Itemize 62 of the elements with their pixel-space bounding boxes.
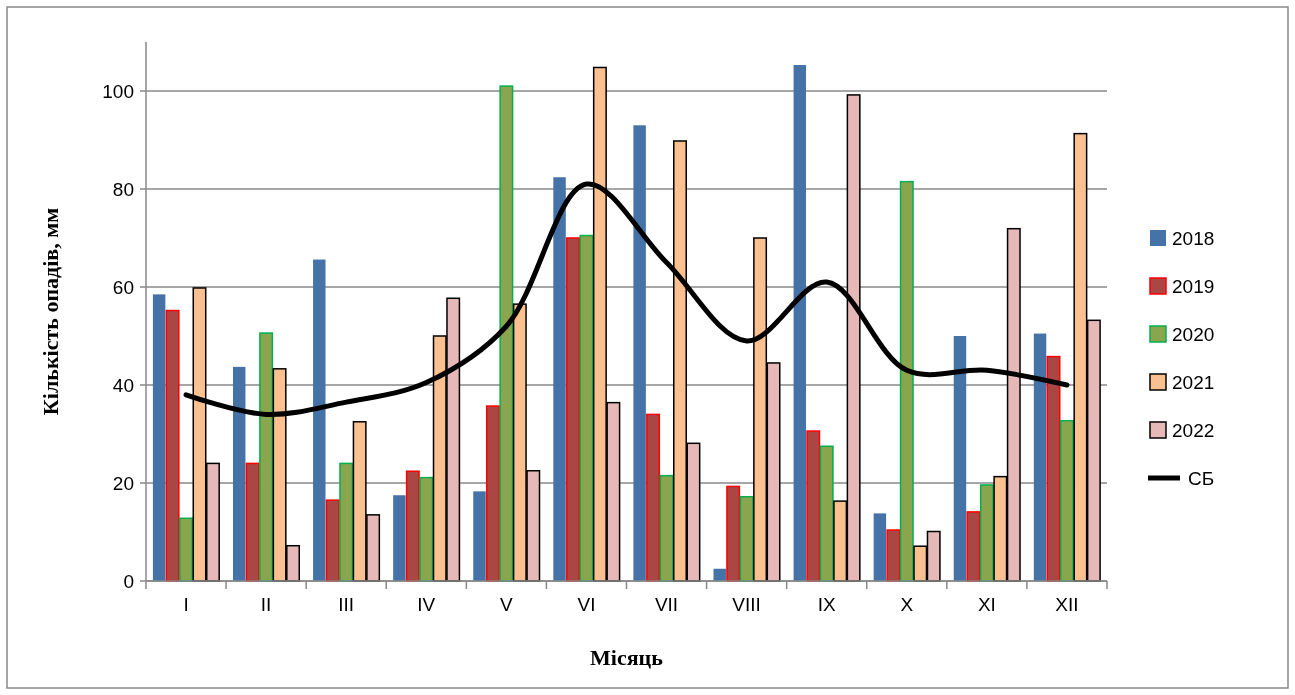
x-tick-label: XII bbox=[1055, 594, 1079, 615]
legend-label: 2020 bbox=[1172, 323, 1215, 345]
bar bbox=[633, 125, 646, 581]
legend-label: 2018 bbox=[1172, 227, 1215, 249]
x-tick-label: IX bbox=[817, 594, 837, 615]
x-tick-label: VIII bbox=[732, 594, 761, 615]
bar bbox=[499, 85, 514, 582]
bar bbox=[313, 259, 326, 581]
bar bbox=[899, 180, 914, 582]
legend-label: 2022 bbox=[1172, 419, 1215, 441]
bar bbox=[419, 476, 434, 582]
x-tick-label: II bbox=[260, 594, 272, 615]
bar bbox=[325, 499, 340, 582]
bar bbox=[886, 529, 901, 582]
x-tick-label: IV bbox=[417, 594, 436, 615]
x-axis-title: Місяць bbox=[590, 645, 664, 670]
x-tick-label: XI bbox=[977, 594, 996, 615]
bar bbox=[553, 177, 566, 581]
bar bbox=[1033, 333, 1047, 581]
bar bbox=[1059, 420, 1074, 582]
x-tick-label: VI bbox=[577, 594, 596, 615]
bar bbox=[966, 511, 981, 582]
bar bbox=[393, 495, 406, 581]
bar bbox=[1046, 355, 1061, 582]
bar bbox=[259, 332, 274, 582]
bar bbox=[726, 485, 741, 582]
bar bbox=[793, 65, 807, 581]
y-tick-label: 0 bbox=[123, 570, 134, 592]
bar bbox=[579, 234, 594, 582]
bar bbox=[152, 294, 166, 581]
y-tick-label: 80 bbox=[112, 178, 134, 200]
y-tick-label: 40 bbox=[112, 374, 134, 396]
x-tick-label: VII bbox=[654, 594, 679, 615]
bar bbox=[659, 474, 674, 582]
bar bbox=[179, 517, 194, 582]
bar bbox=[339, 462, 354, 582]
bar bbox=[713, 568, 726, 581]
x-tick-label: III bbox=[338, 594, 355, 615]
bar bbox=[405, 470, 420, 582]
y-tick-label: 100 bbox=[102, 80, 134, 102]
legend-label: 2019 bbox=[1172, 275, 1215, 297]
bar bbox=[485, 405, 500, 582]
bar bbox=[806, 430, 821, 582]
y-tick-label: 60 bbox=[112, 276, 134, 298]
x-tick-label: V bbox=[500, 594, 514, 615]
bar bbox=[873, 513, 887, 581]
bar bbox=[646, 413, 661, 582]
bar bbox=[245, 462, 260, 582]
x-tick-label: X bbox=[900, 594, 914, 615]
bar bbox=[232, 366, 246, 581]
bar bbox=[473, 491, 486, 581]
y-tick-label: 20 bbox=[112, 472, 134, 494]
legend-label: СБ bbox=[1188, 467, 1215, 489]
bar bbox=[819, 445, 834, 582]
y-axis-title: Кількість опадів, мм bbox=[38, 207, 63, 416]
legend-label: 2021 bbox=[1172, 371, 1215, 393]
x-tick-label: I bbox=[183, 594, 189, 615]
bar bbox=[739, 495, 754, 582]
bar bbox=[979, 484, 994, 582]
bar bbox=[566, 237, 580, 582]
bar bbox=[953, 336, 967, 581]
bar bbox=[165, 309, 180, 582]
